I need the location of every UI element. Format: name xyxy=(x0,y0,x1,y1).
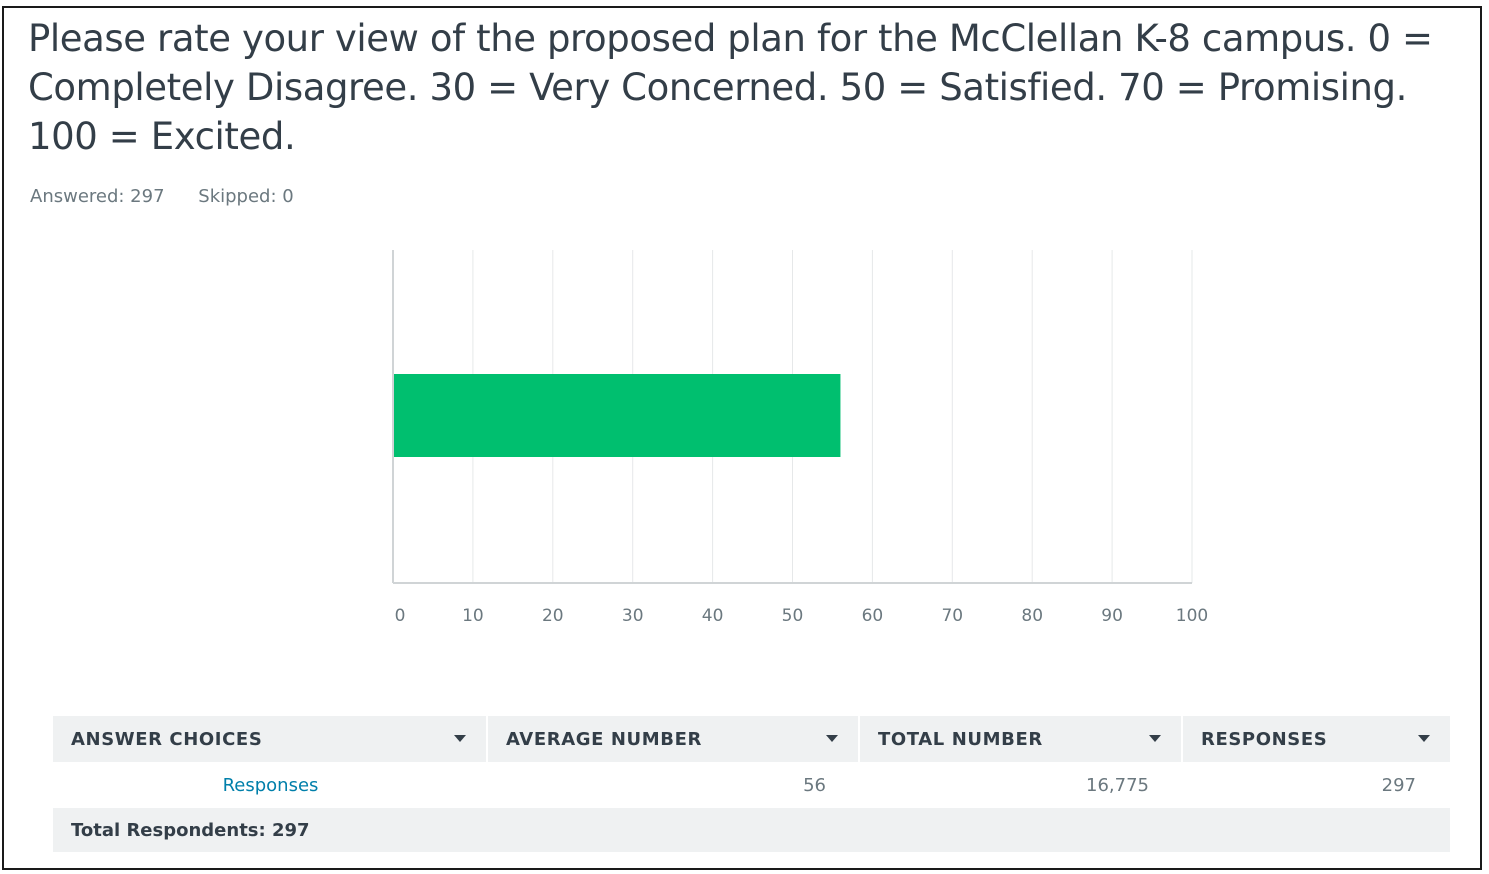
cell-total-number: 16,775 xyxy=(1086,774,1149,796)
gridlines xyxy=(472,250,1193,583)
total-respondents-row: Total Respondents: 297 xyxy=(53,808,1450,852)
table-row: Responses 56 16,775 297 xyxy=(53,762,1450,808)
answer-choice-link[interactable]: Responses xyxy=(222,774,319,796)
x-tick-label: 50 xyxy=(782,606,804,626)
axes xyxy=(392,250,1192,584)
column-header-label: RESPONSES xyxy=(1201,728,1328,750)
x-tick-label: 80 xyxy=(1021,606,1043,626)
x-tick-label: 20 xyxy=(542,606,564,626)
total-respondents: Total Respondents: 297 xyxy=(71,819,310,841)
column-header-average-number[interactable]: AVERAGE NUMBER xyxy=(488,716,860,762)
x-tick-label: 30 xyxy=(622,606,644,626)
column-header-label: AVERAGE NUMBER xyxy=(506,728,702,750)
question-title: Please rate your view of the proposed pl… xyxy=(28,17,1433,158)
sort-caret-icon[interactable] xyxy=(454,735,466,742)
cell-responses: 297 xyxy=(1381,774,1416,796)
column-header-label: ANSWER CHOICES xyxy=(71,728,263,750)
column-header-label: TOTAL NUMBER xyxy=(878,728,1043,750)
column-header-responses[interactable]: RESPONSES xyxy=(1183,716,1450,762)
sort-caret-icon[interactable] xyxy=(1149,735,1161,742)
bars xyxy=(394,374,841,457)
answered-count: Answered: 297 xyxy=(30,186,165,207)
x-tick-label: 10 xyxy=(462,606,484,626)
column-header-total-number[interactable]: TOTAL NUMBER xyxy=(860,716,1183,762)
sort-caret-icon[interactable] xyxy=(1418,735,1430,742)
summary-table: ANSWER CHOICES AVERAGE NUMBER TOTAL NUMB… xyxy=(53,716,1450,852)
question-card: Please rate your view of the proposed pl… xyxy=(2,6,1482,870)
column-header-answer-choices[interactable]: ANSWER CHOICES xyxy=(53,716,488,762)
cell-answer-choice: Responses xyxy=(53,762,488,808)
x-tick-label: 70 xyxy=(941,606,963,626)
x-tick-label: 40 xyxy=(702,606,724,626)
x-tick-label: 60 xyxy=(862,606,884,626)
table-header-row: ANSWER CHOICES AVERAGE NUMBER TOTAL NUMB… xyxy=(53,716,1450,762)
response-stats: Answered: 297 Skipped: 0 xyxy=(30,186,322,207)
cell-average-number: 56 xyxy=(803,774,826,796)
skipped-count: Skipped: 0 xyxy=(198,186,294,207)
sort-caret-icon[interactable] xyxy=(826,735,838,742)
x-tick-label: 0 xyxy=(395,606,406,626)
bar-responses[interactable] xyxy=(394,374,841,457)
x-tick-label: 100 xyxy=(1176,606,1208,626)
x-tick-labels: 0 10 20 30 40 50 60 70 80 90 100 xyxy=(395,606,1209,626)
x-tick-label: 90 xyxy=(1101,606,1123,626)
